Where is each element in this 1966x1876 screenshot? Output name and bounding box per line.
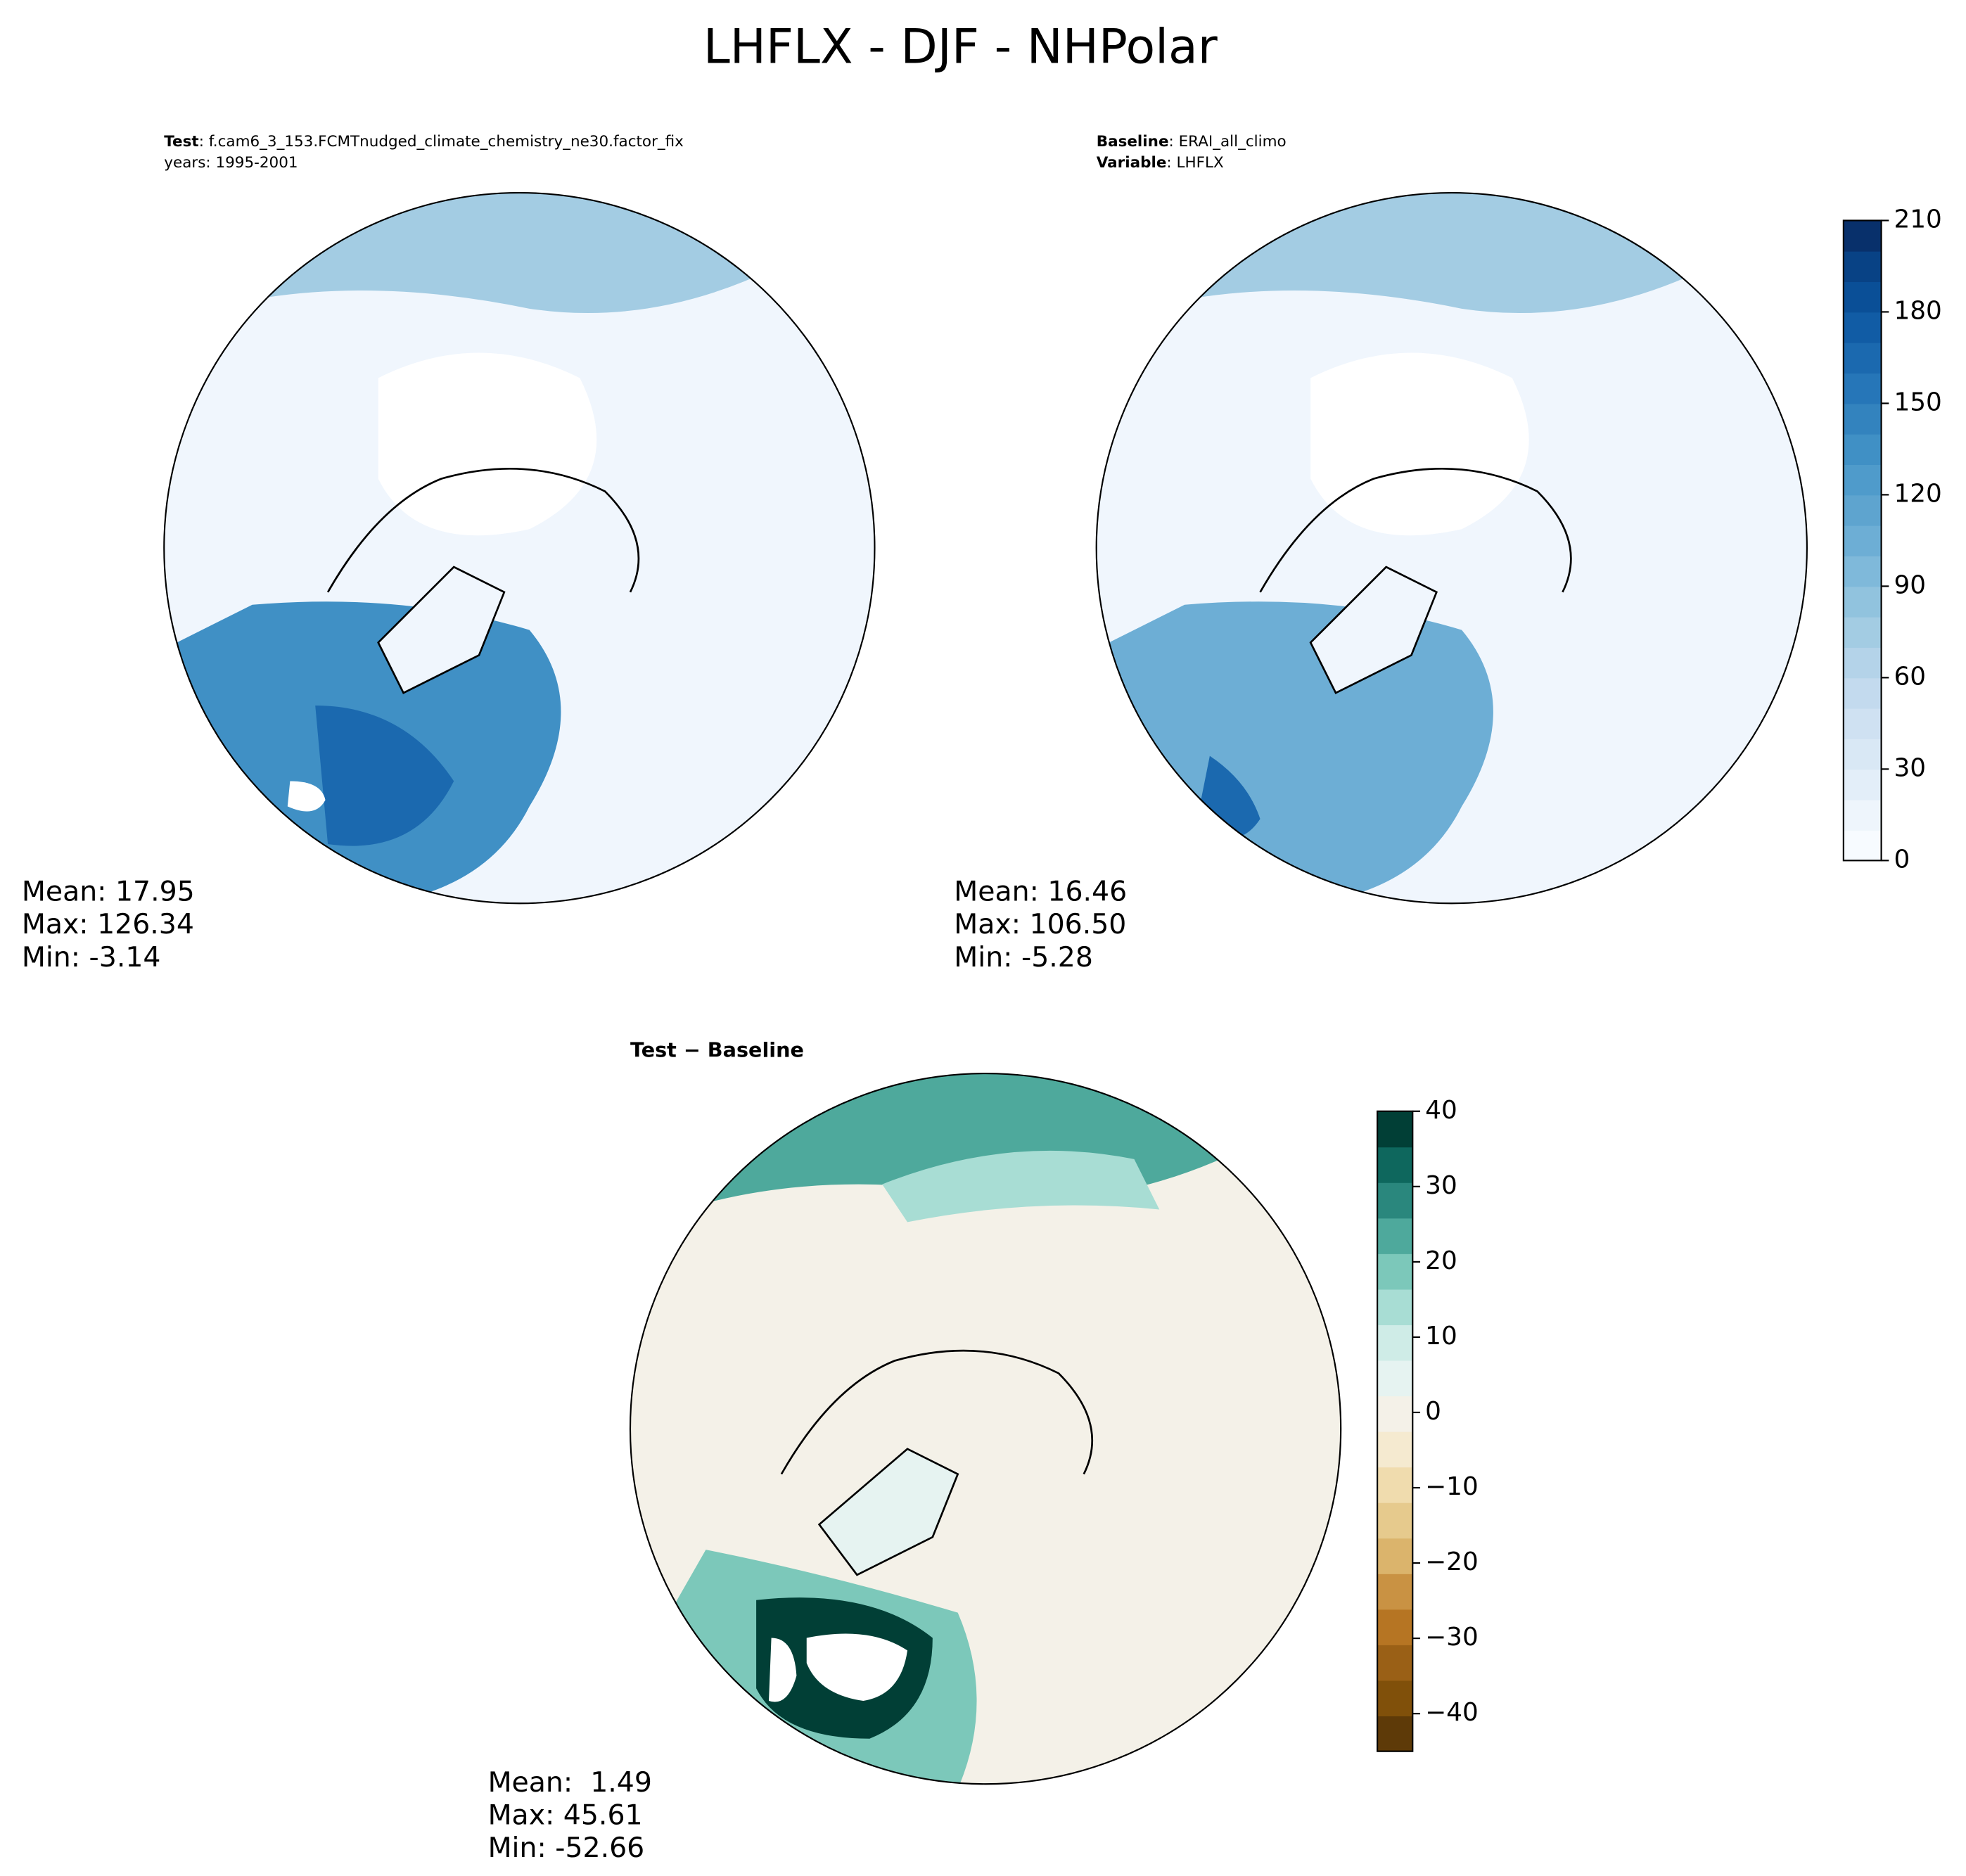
colorbar-band bbox=[1843, 647, 1882, 679]
header-text: : f.cam6_3_153.FCMTnudged_climate_chemis… bbox=[199, 133, 684, 151]
panel-header: Baseline: ERAI_all_climo bbox=[1097, 133, 1287, 151]
stat: Mean: 17.95 bbox=[22, 876, 195, 908]
colorbar-band bbox=[1843, 708, 1882, 739]
colorbar-tick-label: 180 bbox=[1894, 296, 1941, 325]
header-label: Test bbox=[164, 133, 198, 151]
colorbar-band bbox=[1843, 799, 1882, 831]
colorbar-band bbox=[1377, 1645, 1413, 1681]
colorbar-band bbox=[1377, 1253, 1413, 1290]
colorbar-band bbox=[1843, 281, 1882, 313]
colorbar-band bbox=[1377, 1325, 1413, 1361]
colorbar-band bbox=[1377, 1182, 1413, 1219]
colorbar-tick-label: 210 bbox=[1894, 205, 1941, 234]
colorbar-band bbox=[1843, 220, 1882, 252]
stat: Max: 106.50 bbox=[954, 908, 1126, 940]
colorbar-band bbox=[1377, 1609, 1413, 1645]
stat: Min: -3.14 bbox=[22, 941, 161, 974]
colorbar-band bbox=[1843, 556, 1882, 587]
colorbar-frame bbox=[1377, 1110, 1414, 1752]
colorbar-band bbox=[1377, 1538, 1413, 1574]
colorbar-band bbox=[1843, 312, 1882, 343]
colorbar-tick-label: 40 bbox=[1425, 1096, 1457, 1125]
colorbar-tick-label: −30 bbox=[1425, 1623, 1479, 1652]
colorbar-band bbox=[1377, 1218, 1413, 1254]
colorbar-band bbox=[1843, 464, 1882, 496]
colorbar-band bbox=[1843, 525, 1882, 556]
colorbar-band bbox=[1377, 1680, 1413, 1717]
stat: Min: -52.66 bbox=[488, 1832, 645, 1864]
map bbox=[630, 1073, 1341, 1785]
colorbar-band bbox=[1843, 433, 1882, 465]
colorbar-tick-label: 30 bbox=[1425, 1171, 1457, 1200]
colorbar-tick-label: 120 bbox=[1894, 479, 1941, 508]
colorbar-tick-label: 150 bbox=[1894, 388, 1941, 416]
colorbar-band bbox=[1843, 769, 1882, 800]
colorbar-band bbox=[1843, 494, 1882, 526]
panel-header: Test − Baseline bbox=[630, 1038, 804, 1062]
colorbar-band bbox=[1843, 677, 1882, 709]
colorbar-band bbox=[1843, 250, 1882, 283]
header-label: Baseline bbox=[1097, 133, 1169, 151]
colorbar-frame bbox=[1842, 219, 1882, 862]
stat: Max: 45.61 bbox=[488, 1799, 643, 1832]
colorbar-band bbox=[1377, 1289, 1413, 1325]
colorbar-band bbox=[1377, 1716, 1413, 1752]
panel-header: Test: f.cam6_3_153.FCMTnudged_climate_ch… bbox=[164, 133, 684, 151]
panel-header-line: years: 1995-2001 bbox=[164, 154, 298, 172]
map-border bbox=[1095, 191, 1808, 905]
colorbar-band bbox=[1377, 1431, 1413, 1468]
panel-header: Variable: LHFLX bbox=[1097, 154, 1224, 172]
colorbar-tick-label: 30 bbox=[1894, 753, 1926, 782]
colorbar-band bbox=[1377, 1396, 1413, 1432]
map-border bbox=[163, 191, 876, 905]
colorbar-band bbox=[1843, 739, 1882, 770]
colorbar-tick-label: −20 bbox=[1425, 1548, 1479, 1576]
stat: Max: 126.34 bbox=[22, 908, 194, 940]
colorbar-band bbox=[1843, 616, 1882, 648]
colorbar-band bbox=[1843, 586, 1882, 618]
colorbar-tick-label: −40 bbox=[1425, 1698, 1479, 1727]
colorbar-band bbox=[1377, 1111, 1413, 1148]
header-text: : ERAI_all_climo bbox=[1169, 133, 1287, 151]
header-label: Variable bbox=[1097, 154, 1167, 172]
colorbar-band bbox=[1843, 373, 1882, 404]
colorbar-tick-label: −10 bbox=[1425, 1472, 1479, 1501]
colorbar-tick-label: 0 bbox=[1894, 845, 1910, 874]
colorbar-band bbox=[1377, 1502, 1413, 1539]
stat: Min: -5.28 bbox=[954, 941, 1093, 974]
colorbar-band bbox=[1377, 1360, 1413, 1397]
colorbar-tick-label: 20 bbox=[1425, 1246, 1457, 1275]
map bbox=[1096, 193, 1807, 904]
colorbar-band bbox=[1843, 403, 1882, 435]
stat: Mean: 16.46 bbox=[954, 876, 1127, 908]
stat: Mean: 1.49 bbox=[488, 1766, 652, 1799]
colorbar-band bbox=[1377, 1147, 1413, 1183]
colorbar-band bbox=[1843, 342, 1882, 374]
colorbar-tick-label: 0 bbox=[1425, 1397, 1441, 1426]
map bbox=[164, 193, 875, 904]
colorbar-tick-label: 60 bbox=[1894, 662, 1926, 691]
colorbar-band bbox=[1377, 1573, 1413, 1610]
colorbar-band bbox=[1377, 1467, 1413, 1503]
header-text: : LHFLX bbox=[1166, 154, 1224, 172]
figure-title: LHFLX - DJF - NHPolar bbox=[703, 20, 1218, 75]
map-border bbox=[629, 1072, 1342, 1785]
colorbar-band bbox=[1843, 830, 1882, 862]
colorbar-tick-label: 90 bbox=[1894, 570, 1926, 599]
colorbar-tick-label: 10 bbox=[1425, 1322, 1457, 1351]
